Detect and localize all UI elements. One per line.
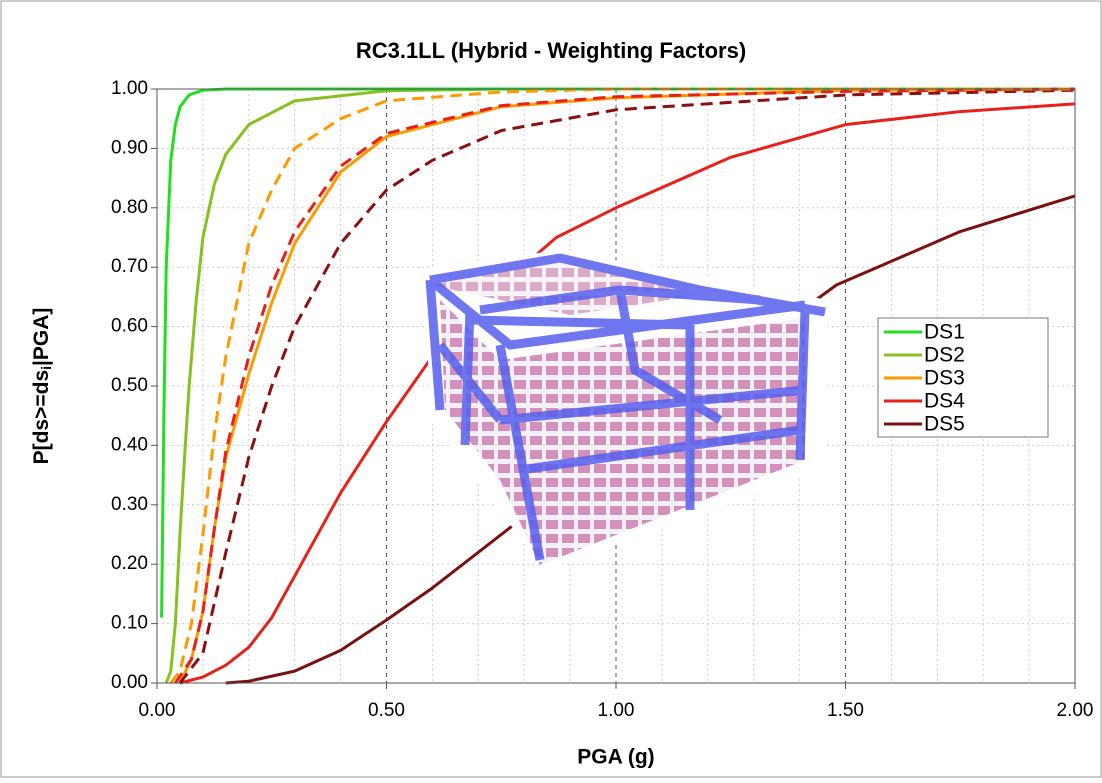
line [179,102,1076,685]
y-tick-label: 0.20 [111,553,148,574]
x-tick-label: 1.50 [827,700,864,721]
dashed-line [174,87,1076,684]
legend-label: DS5 [924,413,965,436]
y-label-subscript: i [38,366,54,370]
y-tick-label: 0.30 [111,494,148,515]
y-label-part: P[ds>=ds [30,370,53,465]
y-tick-label: 0.60 [111,316,148,337]
y-tick-label: 0.40 [111,434,148,455]
y-axis-label: P[ds>=dsi|PGA] [30,308,54,465]
dashed-line [169,87,1075,684]
x-tick-label: 0.50 [368,700,405,721]
building-image [425,250,828,570]
line [164,87,1075,684]
line [160,87,1075,618]
y-tick-label: 0.10 [111,613,148,634]
x-tick-label: 1.00 [598,700,635,721]
legend-label: DS4 [924,390,965,413]
dashed-line [178,88,1076,684]
y-tick-label: 0.80 [111,197,148,218]
y-label-part: |PGA] [30,308,53,366]
x-tick-label: 2.00 [1057,700,1094,721]
legend-label: DS2 [924,344,965,367]
x-axis-label: PGA (g) [577,746,654,769]
x-tick-label: 0.00 [139,700,176,721]
y-tick-label: 0.50 [111,375,148,396]
y-tick-label: 0.90 [111,137,148,158]
y-tick-label: 0.70 [111,256,148,277]
y-tick-label: 1.00 [111,78,148,99]
chart-title: RC3.1LL (Hybrid - Weighting Factors) [356,38,746,63]
plot-border [156,88,1076,684]
line [225,194,1076,685]
legend-label: DS3 [924,367,965,390]
y-tick-label: 0.00 [111,672,148,693]
legend-label: DS1 [924,321,965,344]
